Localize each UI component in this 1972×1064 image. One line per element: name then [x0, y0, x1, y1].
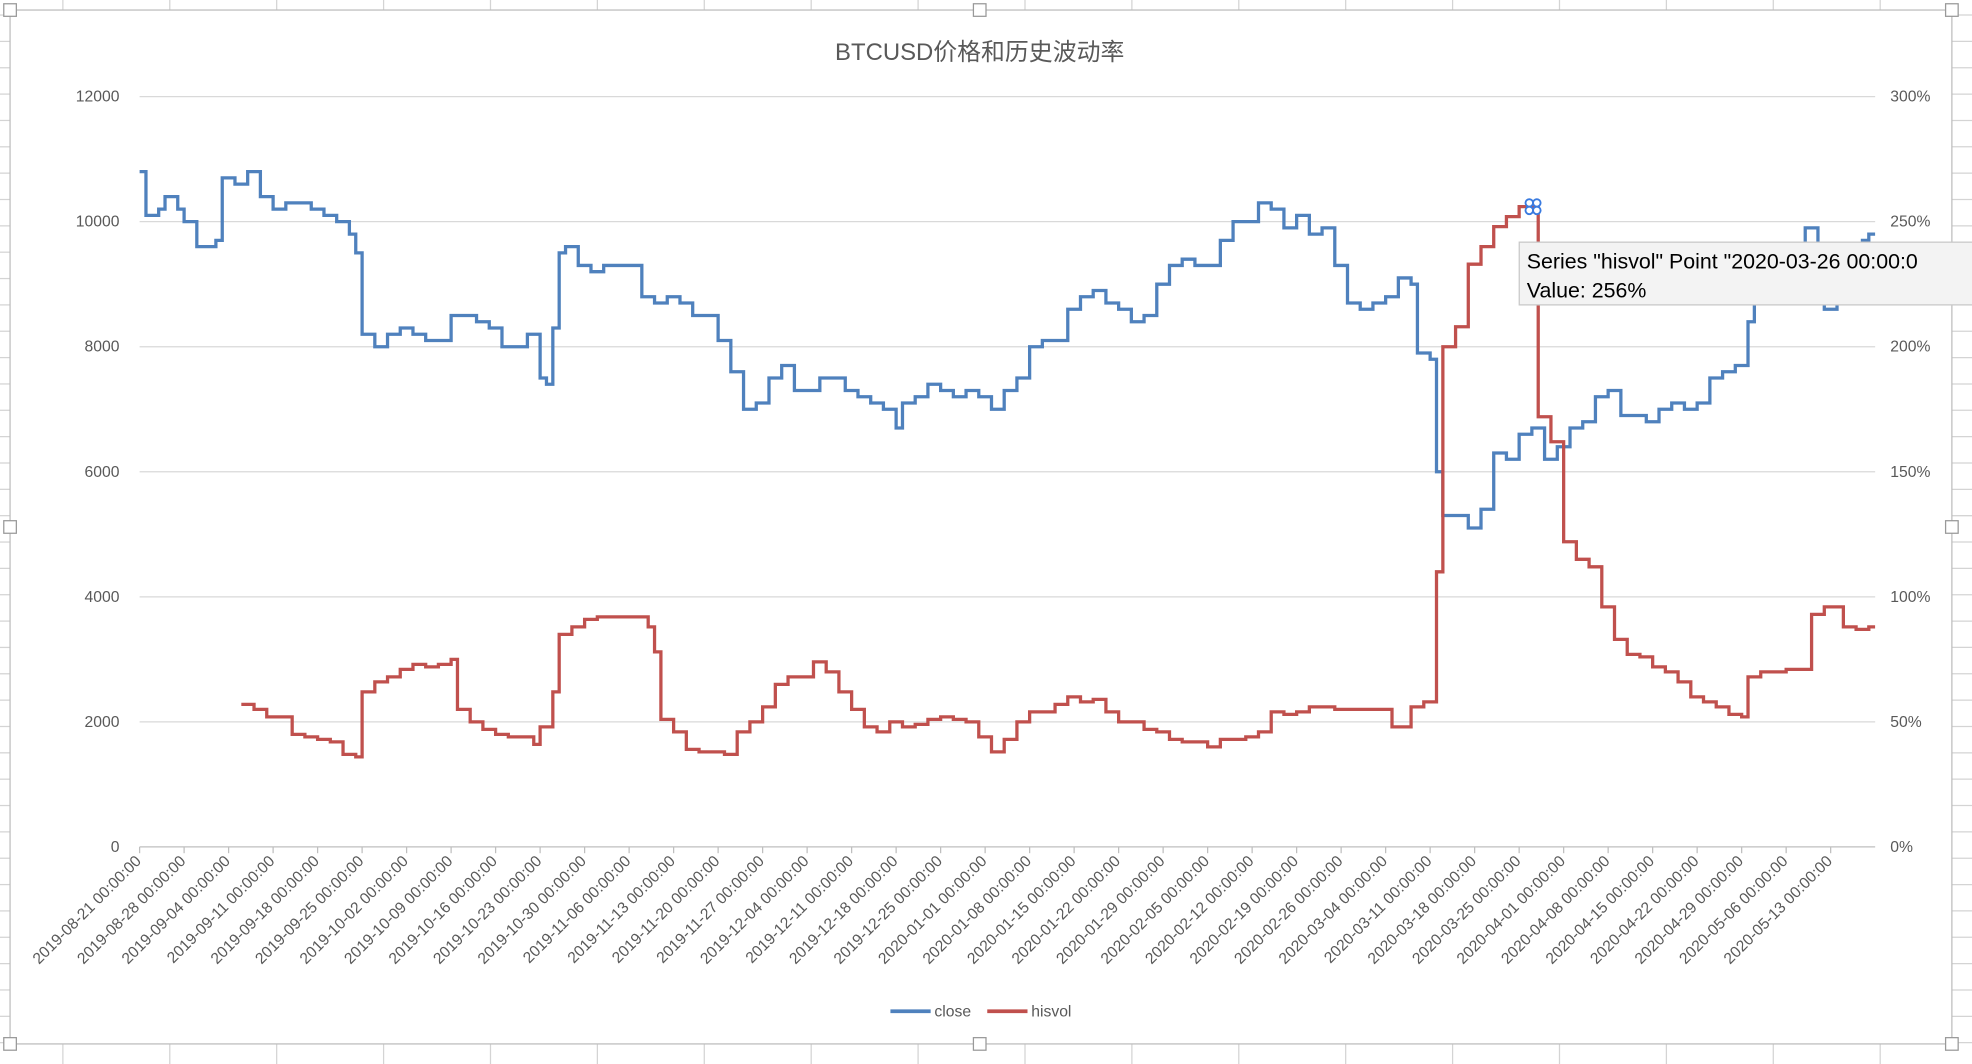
resize-handle[interactable]: [1944, 1037, 1959, 1051]
gridlines: [139, 95, 1876, 848]
y-right-tick-label: 300%: [1890, 89, 1930, 106]
y-left-tick-label: 10000: [76, 214, 120, 231]
resize-handle[interactable]: [1944, 3, 1959, 17]
selection-handle[interactable]: [1524, 205, 1534, 216]
y-left-tick-label: 0: [111, 839, 120, 856]
y-left-tick-label: 2000: [85, 714, 120, 731]
y-left-tick-label: 8000: [85, 339, 120, 356]
series-line-hisvol[interactable]: [241, 205, 1876, 759]
series-group[interactable]: [139, 170, 1876, 759]
legend: close hisvol: [890, 1003, 1071, 1020]
y-axis-right: 0% 50% 100% 150% 200% 250% 300%: [1890, 89, 1930, 856]
legend-label-close: close: [934, 1003, 971, 1020]
y-right-tick-label: 250%: [1890, 214, 1930, 231]
y-right-tick-label: 50%: [1890, 714, 1921, 731]
tooltip-line-1: Series "hisvol" Point "2020-03-26 00:00:…: [1527, 250, 1918, 274]
resize-handle[interactable]: [3, 1037, 17, 1051]
y-right-tick-label: 150%: [1890, 464, 1930, 481]
chart-title: BTCUSD价格和历史波动率: [835, 39, 1124, 66]
selection-handle[interactable]: [1524, 198, 1534, 208]
y-left-tick-label: 6000: [85, 464, 120, 481]
y-axis-left: 0 2000 4000 6000 8000 10000 12000: [76, 89, 120, 856]
resize-handle[interactable]: [972, 3, 987, 17]
chart-resize-handles[interactable]: [3, 3, 1959, 1051]
y-right-tick-label: 0%: [1890, 839, 1913, 856]
y-right-tick-label: 100%: [1890, 589, 1930, 606]
selection-handle[interactable]: [1532, 205, 1542, 216]
legend-label-hisvol: hisvol: [1031, 1003, 1071, 1020]
resize-handle[interactable]: [972, 1037, 987, 1051]
resize-handle[interactable]: [1944, 520, 1959, 534]
selected-point-marker[interactable]: [1524, 198, 1542, 216]
resize-handle[interactable]: [3, 520, 17, 534]
tooltip-line-2: Value: 256%: [1527, 278, 1647, 302]
selection-handle[interactable]: [1532, 198, 1542, 208]
tooltip: Series "hisvol" Point "2020-03-26 00:00:…: [1518, 241, 1972, 306]
series-line-close[interactable]: [139, 170, 1876, 530]
y-left-tick-label: 12000: [76, 89, 120, 106]
y-left-tick-label: 4000: [85, 589, 120, 606]
resize-handle[interactable]: [3, 3, 17, 17]
y-right-tick-label: 200%: [1890, 339, 1930, 356]
